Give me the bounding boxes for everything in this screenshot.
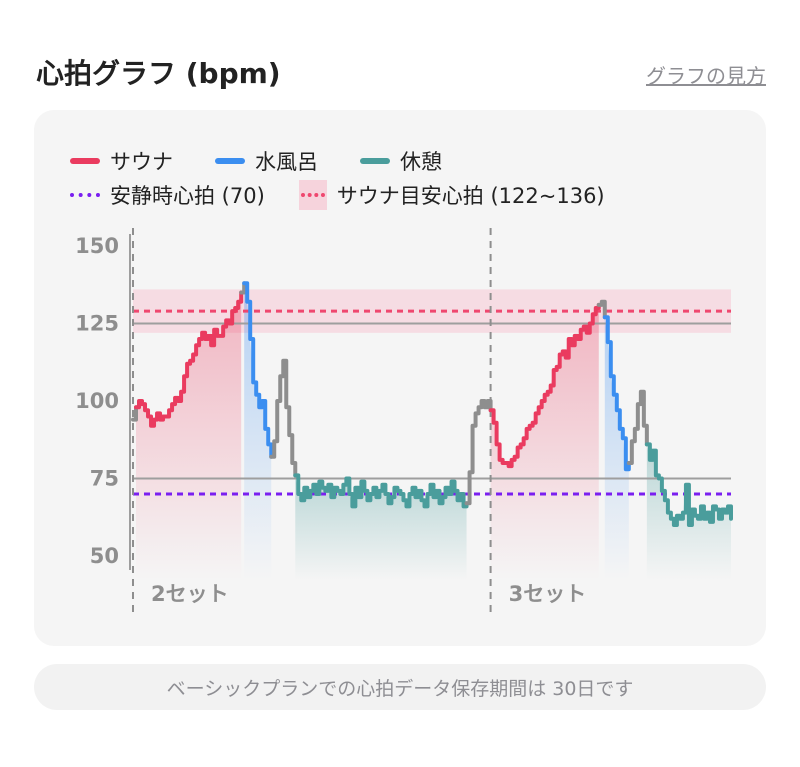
area-fill-3 [244,283,272,580]
series-line-cold_bath-3 [242,281,274,459]
series-line-rest-11 [644,442,733,527]
series-line-cold_bath-9 [602,315,631,472]
y-tick-150: 150 [75,234,119,258]
chart-title: 心拍グラフ (bpm) [36,57,281,90]
area-fill-5 [295,475,467,580]
series-line-transition-2 [239,281,247,295]
legend-rest-swatch [360,158,390,164]
y-tick-125: 125 [75,312,119,336]
legend-sauna-zone-swatch [298,180,327,210]
area-fill-9 [604,317,629,580]
legend-sauna-zone-label: サウナ目安心拍 (122~136) [336,184,605,208]
how-to-read-link[interactable]: グラフの見方 [646,64,766,88]
legend-row-2: 安静時心拍 (70) サウナ目安心拍 (122~136) [70,180,605,210]
series-line-transition-8 [596,299,607,320]
legend-rest-label: 休憩 [400,150,442,174]
legend-resting-hr-swatch [70,193,100,197]
y-tick-100: 100 [75,389,119,413]
legend-cold-bath: 水風呂 [215,146,318,176]
series-line-rest-5 [293,473,469,509]
series-line-sauna-1 [134,290,244,428]
legend-cold-bath-swatch [215,158,245,164]
series-line-transition-0 [131,405,139,422]
set-label-2: 3セット [509,582,587,606]
series-line-transition-10 [626,389,649,465]
set-label-1: 2セット [151,582,229,606]
legend-sauna-swatch [70,158,100,164]
legend-cold-bath-label: 水風呂 [255,150,318,174]
y-tick-75: 75 [90,467,119,491]
area-fill-7 [490,304,599,580]
y-tick-50: 50 [90,544,119,568]
legend-sauna: サウナ [70,146,173,176]
legend-row-1: サウナ 水風呂 休憩 [70,146,442,176]
legend-sauna-label: サウナ [110,150,173,174]
series-line-transition-4 [269,358,298,478]
series-line-transition-6 [464,399,493,506]
legend-resting-hr: 安静時心拍 (70) [70,180,265,210]
legend-rest: 休憩 [360,146,442,176]
legend-sauna-zone: サウナ目安心拍 (122~136) [298,180,605,210]
series-line-sauna-7 [488,302,601,469]
retention-note: ベーシックプランでの心拍データ保存期間は 30日です [34,664,766,710]
legend-resting-hr-label: 安静時心拍 (70) [110,184,265,208]
area-fill-11 [646,444,731,580]
area-fill-1 [136,292,242,580]
